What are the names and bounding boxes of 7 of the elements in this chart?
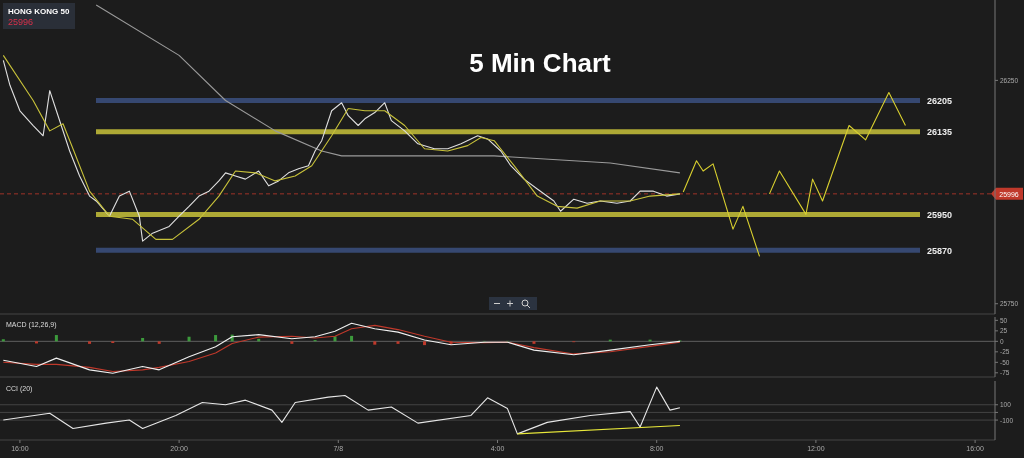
annotation: HONG KONG 50 [8,7,70,16]
ref-line-label: 25870 [927,245,953,256]
ref-line-label: 26205 [927,96,953,106]
ref-line-label: 26135 [927,127,953,138]
text: 5 Min Chart [469,48,612,78]
annotation: 25996 [8,17,34,27]
ref-line-label: 25950 [927,209,953,220]
